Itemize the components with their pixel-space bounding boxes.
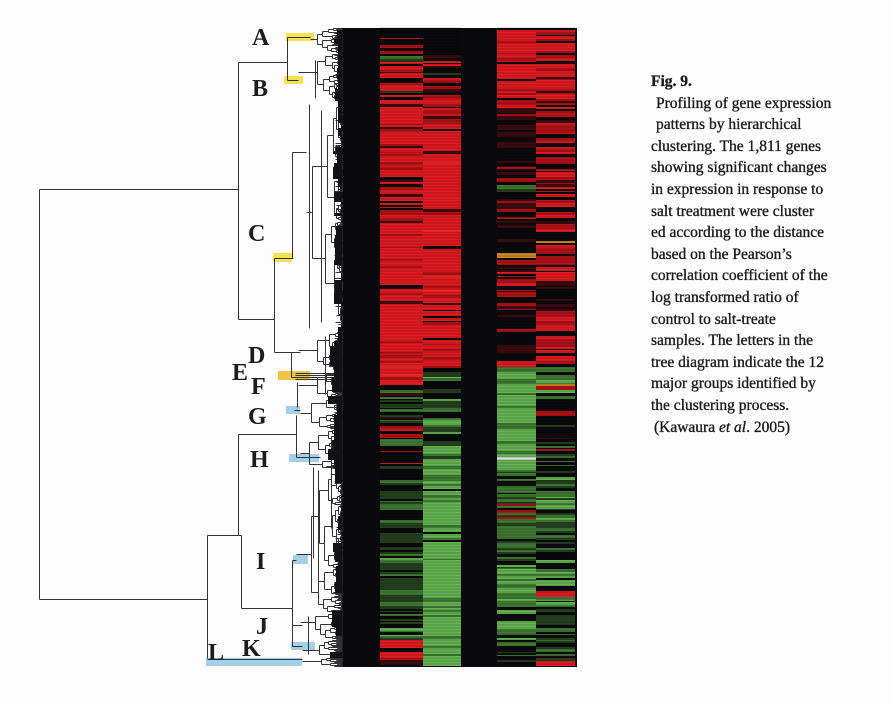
svg-text:H: H	[250, 447, 269, 473]
svg-text:J: J	[256, 614, 268, 640]
svg-text:L: L	[208, 640, 224, 666]
svg-text:I: I	[256, 549, 265, 575]
svg-text:E: E	[232, 360, 248, 386]
svg-text:K: K	[242, 636, 261, 662]
svg-text:G: G	[248, 404, 267, 430]
svg-text:B: B	[252, 76, 268, 102]
svg-text:C: C	[248, 221, 265, 247]
svg-text:A: A	[252, 25, 270, 51]
svg-text:F: F	[251, 374, 266, 400]
svg-text:D: D	[248, 343, 265, 369]
